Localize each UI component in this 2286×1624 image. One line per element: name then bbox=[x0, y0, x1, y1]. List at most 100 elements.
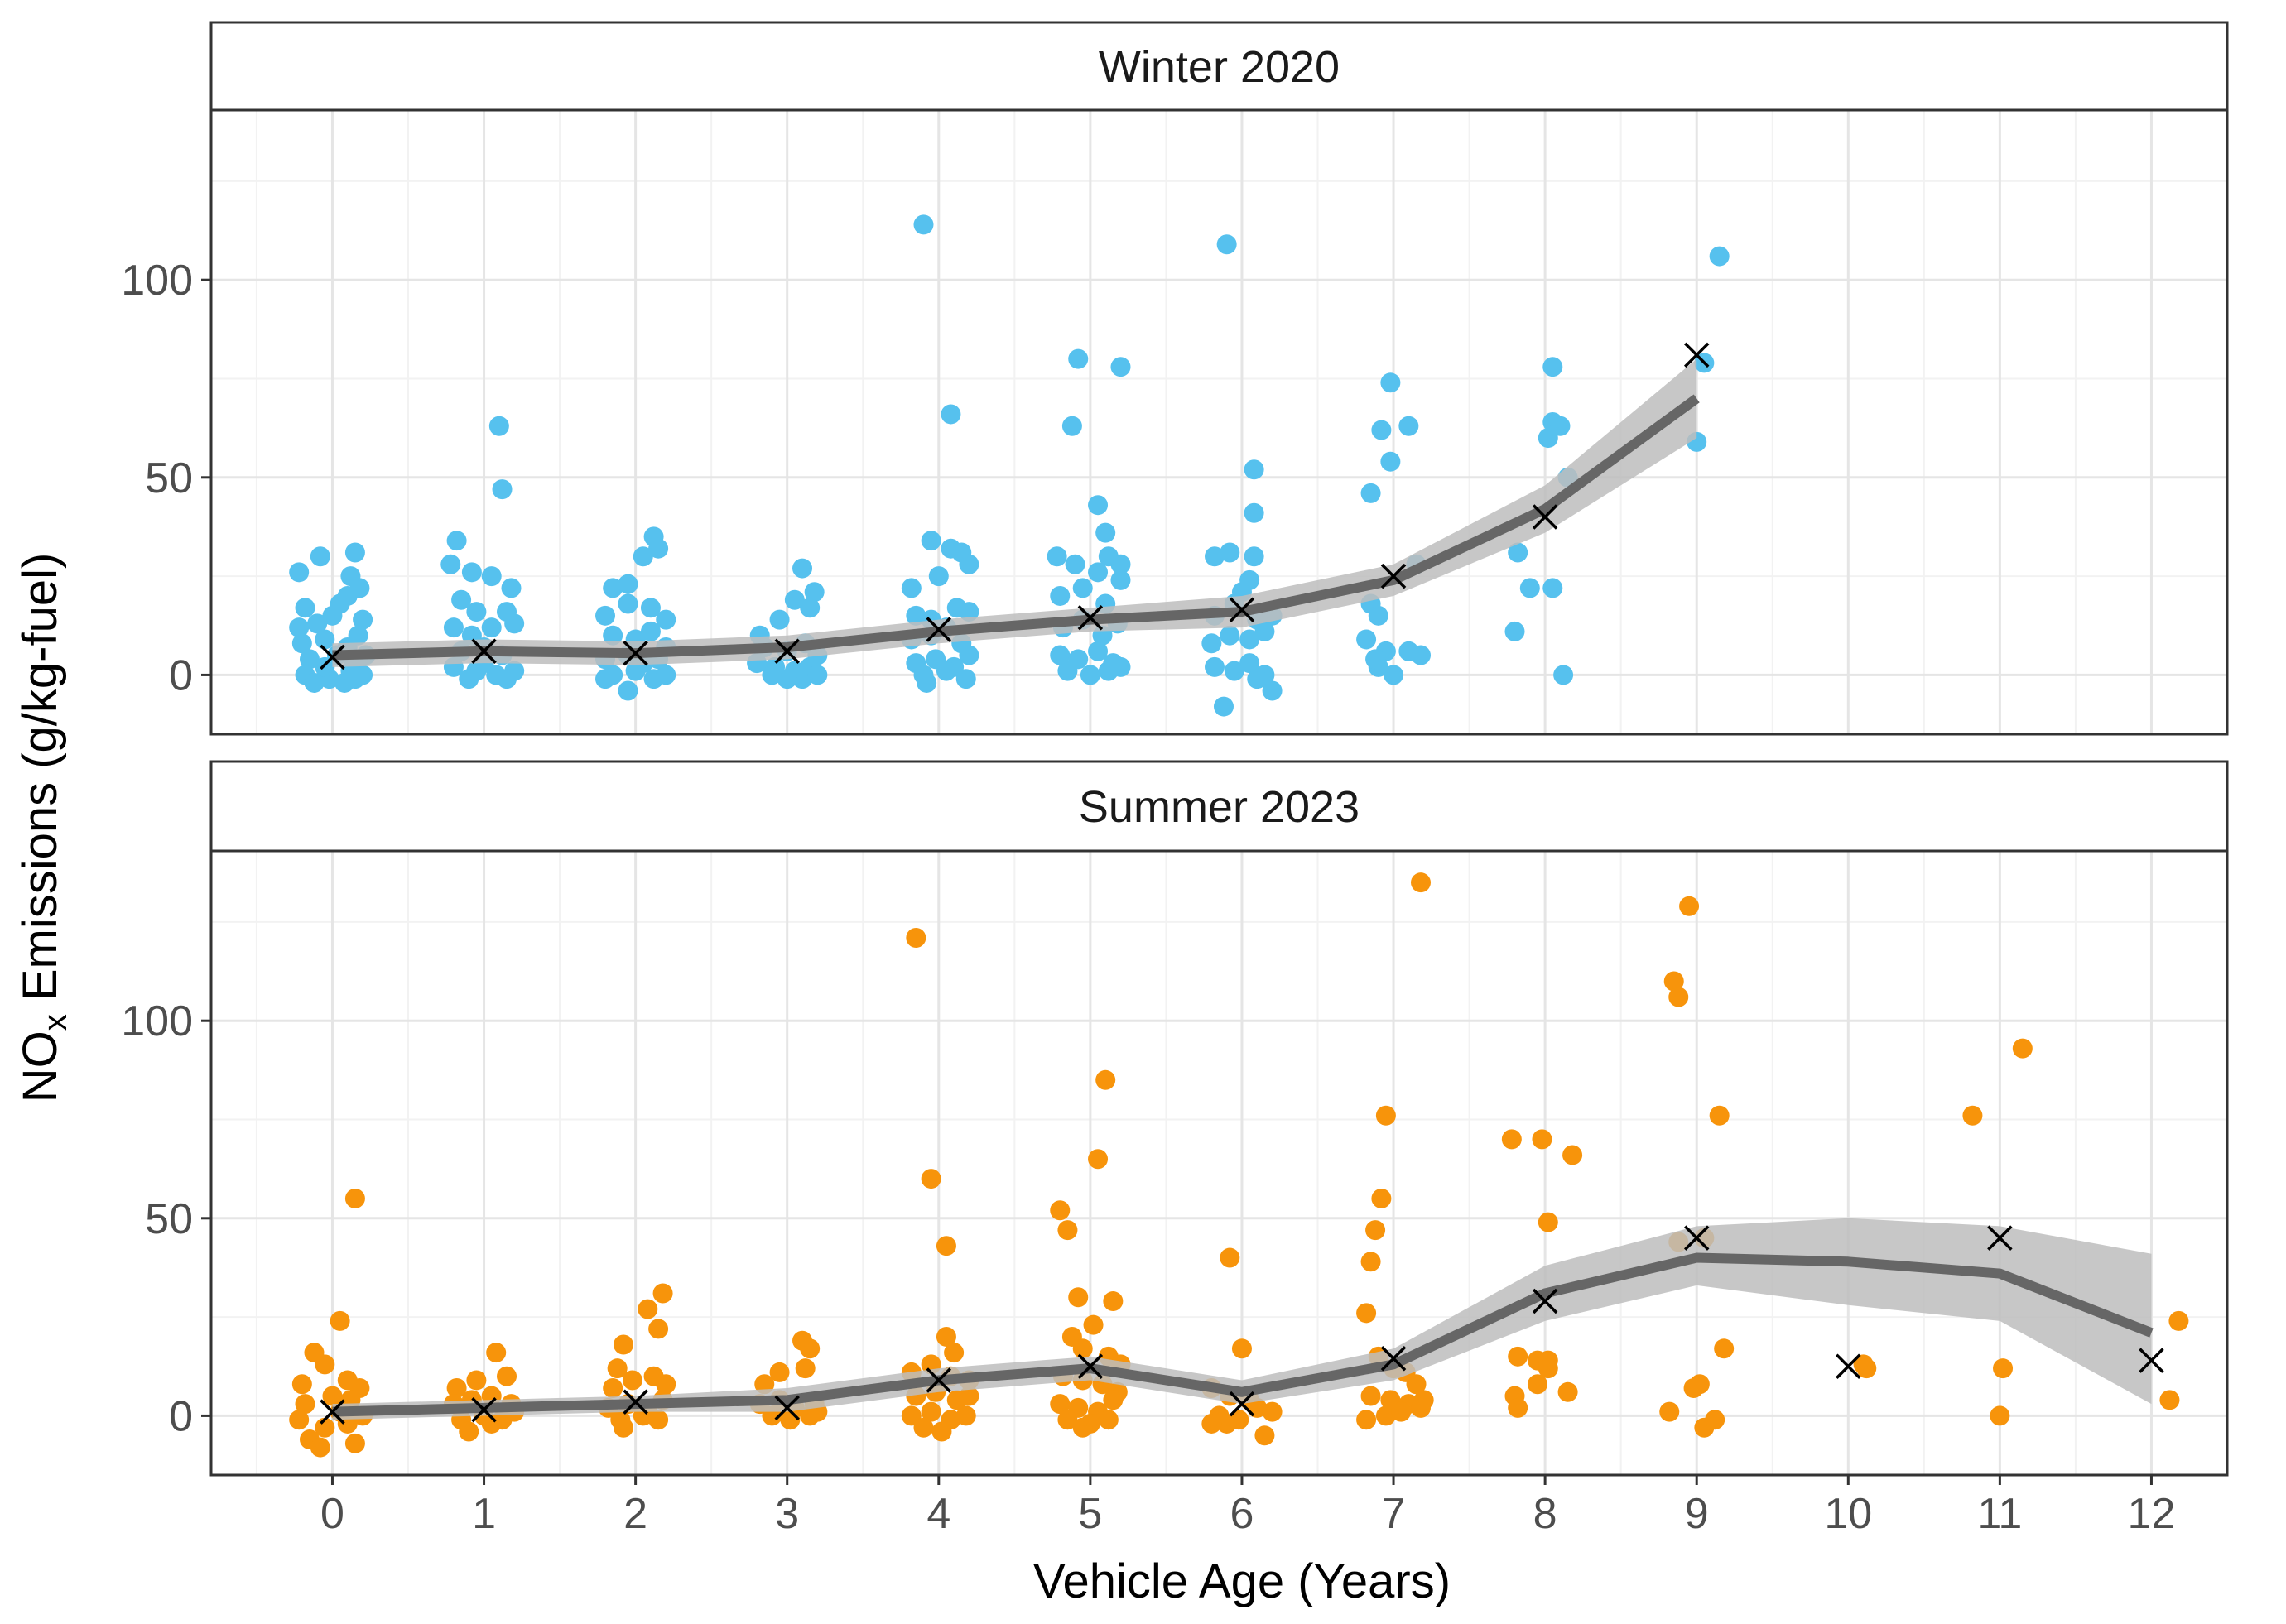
data-point bbox=[931, 1421, 952, 1442]
y-tick-label: 0 bbox=[169, 1392, 193, 1440]
median-marker bbox=[1380, 1345, 1407, 1372]
data-point bbox=[769, 609, 790, 630]
data-point bbox=[1562, 1145, 1583, 1165]
data-point bbox=[955, 669, 976, 689]
data-point bbox=[1262, 1401, 1283, 1422]
data-point bbox=[295, 598, 315, 618]
data-point bbox=[1380, 451, 1401, 472]
data-point bbox=[497, 1366, 517, 1386]
plot-border bbox=[209, 108, 2229, 736]
median-marker bbox=[1683, 1225, 1710, 1251]
data-point bbox=[1542, 357, 1563, 377]
data-point bbox=[481, 566, 502, 587]
data-point bbox=[1962, 1105, 1983, 1126]
median-marker-stroke bbox=[774, 638, 800, 665]
data-point bbox=[1110, 357, 1131, 377]
data-point bbox=[446, 1378, 467, 1399]
data-point bbox=[1993, 1358, 2014, 1379]
data-point bbox=[1213, 696, 1234, 717]
data-point bbox=[603, 625, 623, 646]
data-point bbox=[1103, 1291, 1124, 1312]
data-point bbox=[1057, 1410, 1078, 1430]
median-marker-stroke bbox=[1836, 1353, 1861, 1380]
data-point bbox=[1244, 502, 1264, 523]
data-point bbox=[1057, 661, 1078, 681]
data-point bbox=[656, 665, 676, 685]
data-point bbox=[784, 589, 805, 610]
panel-title: Winter 2020 bbox=[1099, 42, 1340, 92]
data-point bbox=[492, 479, 513, 500]
data-point bbox=[1411, 872, 1431, 893]
data-point bbox=[603, 1378, 623, 1399]
median-marker-stroke bbox=[1532, 1288, 1558, 1314]
data-point bbox=[481, 617, 502, 638]
data-point bbox=[1088, 1149, 1109, 1170]
median-marker bbox=[471, 1397, 497, 1423]
data-point bbox=[307, 613, 328, 634]
data-point bbox=[901, 578, 922, 598]
data-point bbox=[1709, 1105, 1730, 1126]
x-tick-label: 10 bbox=[1824, 1490, 1872, 1538]
data-point bbox=[289, 1410, 310, 1430]
data-point bbox=[1050, 645, 1071, 665]
data-point bbox=[618, 593, 638, 614]
data-point bbox=[1095, 522, 1116, 543]
data-point bbox=[315, 656, 335, 677]
data-point bbox=[1050, 1200, 1071, 1221]
median-marker-stroke bbox=[926, 617, 952, 642]
median-marker-stroke bbox=[1532, 504, 1558, 530]
data-point bbox=[913, 214, 934, 235]
data-point bbox=[1201, 1413, 1222, 1434]
data-point bbox=[807, 665, 828, 685]
confidence-band bbox=[332, 1218, 2152, 1420]
data-point bbox=[315, 629, 335, 650]
data-point bbox=[1098, 1410, 1119, 1430]
data-point bbox=[959, 602, 979, 622]
data-point bbox=[459, 669, 479, 689]
data-point bbox=[304, 672, 325, 693]
data-point bbox=[595, 669, 616, 689]
median-marker bbox=[1229, 597, 1255, 622]
median-marker bbox=[1532, 504, 1558, 530]
data-point bbox=[1375, 1405, 1396, 1426]
data-point bbox=[792, 558, 813, 579]
median-marker bbox=[623, 640, 648, 666]
data-point bbox=[486, 1343, 507, 1363]
data-point bbox=[595, 605, 616, 626]
x-tick-label: 5 bbox=[1078, 1490, 1102, 1538]
data-point bbox=[1047, 546, 1067, 567]
data-point bbox=[1254, 621, 1275, 641]
data-point bbox=[1072, 1338, 1093, 1359]
data-point bbox=[295, 1394, 315, 1415]
x-tick-label: 2 bbox=[623, 1490, 647, 1538]
data-point bbox=[638, 1299, 658, 1319]
data-point bbox=[1356, 1410, 1377, 1430]
y-tick-label: 100 bbox=[121, 997, 193, 1045]
data-point bbox=[1072, 1417, 1093, 1438]
data-point bbox=[1371, 1188, 1392, 1208]
median-marker-stroke bbox=[1229, 597, 1255, 622]
data-point bbox=[944, 1343, 965, 1363]
data-point bbox=[488, 416, 509, 436]
data-point bbox=[800, 598, 821, 618]
data-point bbox=[1057, 1220, 1078, 1241]
y-tick-label: 50 bbox=[145, 454, 193, 502]
data-point bbox=[1504, 621, 1525, 641]
data-point bbox=[1668, 987, 1689, 1007]
data-point bbox=[291, 1374, 312, 1395]
data-point bbox=[1201, 633, 1222, 654]
data-point bbox=[1220, 625, 1240, 646]
median-marker-stroke bbox=[471, 1397, 497, 1423]
data-point bbox=[1553, 665, 1574, 685]
data-point bbox=[1398, 416, 1419, 436]
data-point bbox=[443, 617, 464, 638]
data-point bbox=[648, 1319, 669, 1339]
data-point bbox=[1061, 416, 1082, 436]
data-point bbox=[1371, 420, 1392, 440]
data-point bbox=[936, 1326, 956, 1347]
data-point bbox=[353, 609, 373, 630]
data-point bbox=[928, 566, 949, 587]
data-point bbox=[1083, 1314, 1104, 1335]
median-marker-stroke bbox=[320, 644, 345, 670]
